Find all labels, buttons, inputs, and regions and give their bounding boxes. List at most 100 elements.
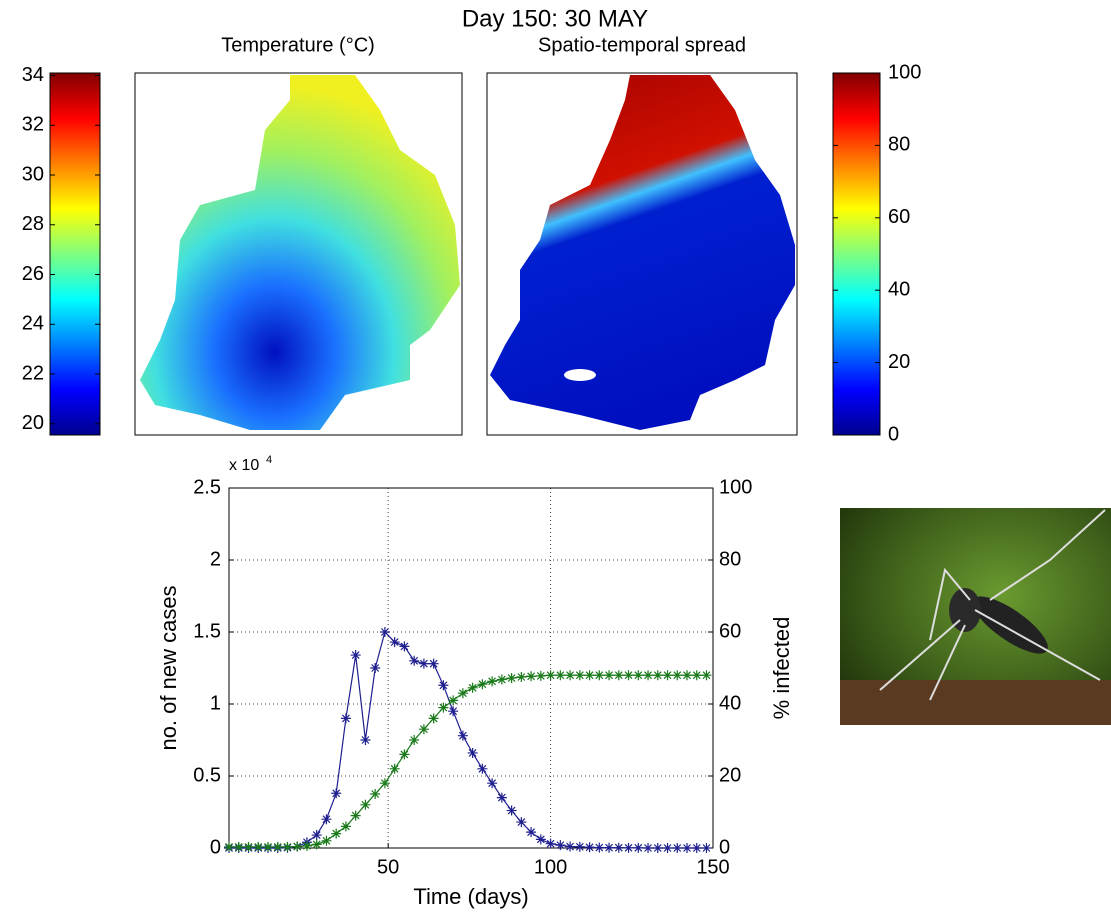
data-marker [448,706,459,717]
data-marker [633,670,644,681]
data-marker [584,670,595,681]
data-marker [243,841,254,852]
y2-tick-label: 40 [719,692,741,714]
series-line [229,674,707,848]
data-marker [555,670,566,681]
data-marker [506,805,517,816]
data-marker [682,843,693,853]
data-marker [545,838,556,849]
y-axis-label: no. of new cases [156,585,181,750]
data-marker [360,799,371,810]
series-line [229,630,707,849]
data-marker [594,670,605,681]
data-marker [409,735,420,745]
data-marker [340,713,351,724]
map-title: Spatio-temporal spread [538,34,746,56]
y-tick-label: 2.5 [193,476,221,498]
data-marker [652,843,663,853]
colorbar-tick-label: 24 [22,313,44,335]
data-marker [272,841,283,852]
data-marker [662,670,673,681]
data-marker [594,842,605,853]
data-marker [613,842,624,853]
colorbar-tick-label: 20 [888,351,910,373]
y2-tick-label: 100 [719,476,752,498]
data-marker [399,749,410,760]
data-marker [448,695,459,706]
data-marker [691,843,702,853]
colorbar [832,72,881,436]
data-marker [643,670,654,681]
data-marker [292,841,303,852]
data-marker [350,810,361,821]
data-marker [526,827,537,838]
data-marker [457,688,468,699]
data-marker [389,637,400,648]
data-marker [418,658,429,669]
data-marker [253,841,264,852]
data-marker [438,702,449,713]
data-marker [604,670,615,681]
data-marker [643,843,654,853]
temperature-map [140,75,460,430]
y-tick-label: 2 [210,548,221,570]
colorbar-tick-label: 60 [888,206,910,228]
colorbar-tick-label: 26 [22,263,44,285]
map-title: Temperature (°C) [221,34,375,56]
data-marker [516,817,527,828]
colorbar-tick-label: 30 [22,163,44,185]
y-scale-exponent: 4 [266,454,272,466]
data-marker [574,841,585,852]
colorbar-tick-label: 22 [22,362,44,384]
data-marker [672,670,683,681]
data-marker [311,830,322,841]
colorbar-tick-label: 0 [888,423,899,445]
data-marker [496,792,507,803]
data-marker [379,627,390,637]
colorbar-tick-label: 32 [22,114,44,136]
y2-tick-label: 60 [719,620,741,642]
photo-skin [840,680,1111,725]
x-tick-label: 150 [696,856,729,878]
data-marker [233,841,244,852]
y-scale-label: x 10 [229,457,259,474]
data-marker [370,789,381,799]
data-marker [409,655,420,666]
data-marker [516,672,527,682]
data-marker [613,670,624,681]
photo-legs [879,509,1106,701]
data-marker [262,841,273,852]
photo-insect [949,588,981,632]
data-marker [340,821,351,832]
data-marker [350,650,361,661]
data-marker [311,839,322,850]
data-marker [321,835,332,846]
data-marker [477,763,488,774]
data-marker [691,670,702,681]
data-marker [487,676,498,687]
y2-tick-label: 20 [719,764,741,786]
data-marker [623,842,634,853]
y-tick-label: 0.5 [193,764,221,786]
data-marker [526,671,537,682]
data-marker [477,679,488,690]
data-marker [701,670,712,681]
x-tick-label: 100 [534,856,567,878]
data-marker [389,763,400,774]
data-marker [428,658,439,669]
data-marker [535,670,546,681]
data-marker [701,843,712,853]
colorbar-tick-label: 28 [22,213,44,235]
y-tick-label: 0 [210,836,221,858]
data-marker [301,840,312,851]
data-marker [565,670,576,681]
data-marker [633,842,644,853]
colorbar [49,72,101,436]
data-marker [652,670,663,681]
y2-tick-label: 0 [719,836,730,858]
data-marker [360,735,371,745]
data-marker [574,670,585,681]
data-marker [418,724,429,735]
colorbar-tick-label: 100 [888,61,921,83]
